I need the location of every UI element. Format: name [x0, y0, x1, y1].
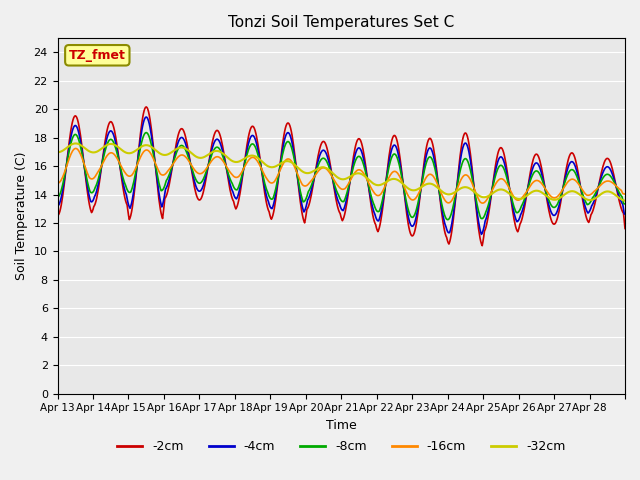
-2cm	[143, 104, 150, 110]
X-axis label: Time: Time	[326, 419, 356, 432]
-8cm	[225, 174, 233, 180]
-32cm	[225, 156, 233, 162]
-2cm	[275, 172, 283, 178]
-16cm	[72, 145, 80, 151]
Line: -4cm: -4cm	[58, 117, 625, 234]
Legend: -2cm, -4cm, -8cm, -16cm, -32cm: -2cm, -4cm, -8cm, -16cm, -32cm	[112, 435, 570, 458]
Title: Tonzi Soil Temperatures Set C: Tonzi Soil Temperatures Set C	[228, 15, 454, 30]
-8cm	[54, 194, 61, 200]
-4cm	[433, 168, 440, 174]
-2cm	[225, 182, 233, 188]
-8cm	[401, 190, 408, 195]
-16cm	[621, 191, 629, 197]
-32cm	[275, 162, 283, 168]
-4cm	[477, 231, 485, 237]
-2cm	[433, 164, 440, 170]
-8cm	[120, 179, 128, 184]
-16cm	[479, 200, 487, 206]
-16cm	[121, 169, 129, 175]
-32cm	[433, 184, 440, 190]
-16cm	[225, 168, 233, 174]
-2cm	[253, 138, 261, 144]
-4cm	[54, 204, 61, 209]
-4cm	[253, 144, 261, 150]
-4cm	[621, 211, 629, 217]
-32cm	[72, 141, 79, 146]
Text: TZ_fmet: TZ_fmet	[69, 49, 125, 62]
-8cm	[143, 130, 150, 135]
-2cm	[120, 192, 128, 197]
Line: -8cm: -8cm	[58, 132, 625, 220]
-16cm	[253, 158, 261, 164]
-2cm	[478, 243, 486, 249]
-32cm	[121, 149, 129, 155]
-16cm	[401, 185, 408, 191]
-8cm	[621, 201, 629, 207]
Line: -2cm: -2cm	[58, 107, 625, 246]
Line: -16cm: -16cm	[58, 148, 625, 203]
-4cm	[275, 172, 283, 178]
Y-axis label: Soil Temperature (C): Soil Temperature (C)	[15, 152, 28, 280]
-8cm	[275, 171, 283, 177]
-16cm	[433, 179, 440, 184]
-2cm	[401, 193, 408, 199]
-2cm	[621, 226, 629, 231]
-16cm	[54, 180, 61, 186]
-32cm	[621, 198, 629, 204]
-32cm	[54, 149, 61, 155]
-32cm	[253, 155, 261, 160]
-4cm	[143, 114, 150, 120]
-32cm	[401, 182, 408, 188]
-2cm	[54, 213, 61, 218]
-8cm	[444, 217, 451, 223]
-16cm	[275, 170, 283, 176]
-4cm	[225, 178, 233, 184]
Line: -32cm: -32cm	[58, 144, 625, 201]
-8cm	[253, 150, 261, 156]
-4cm	[120, 185, 128, 191]
-8cm	[433, 172, 440, 178]
-4cm	[401, 191, 408, 197]
